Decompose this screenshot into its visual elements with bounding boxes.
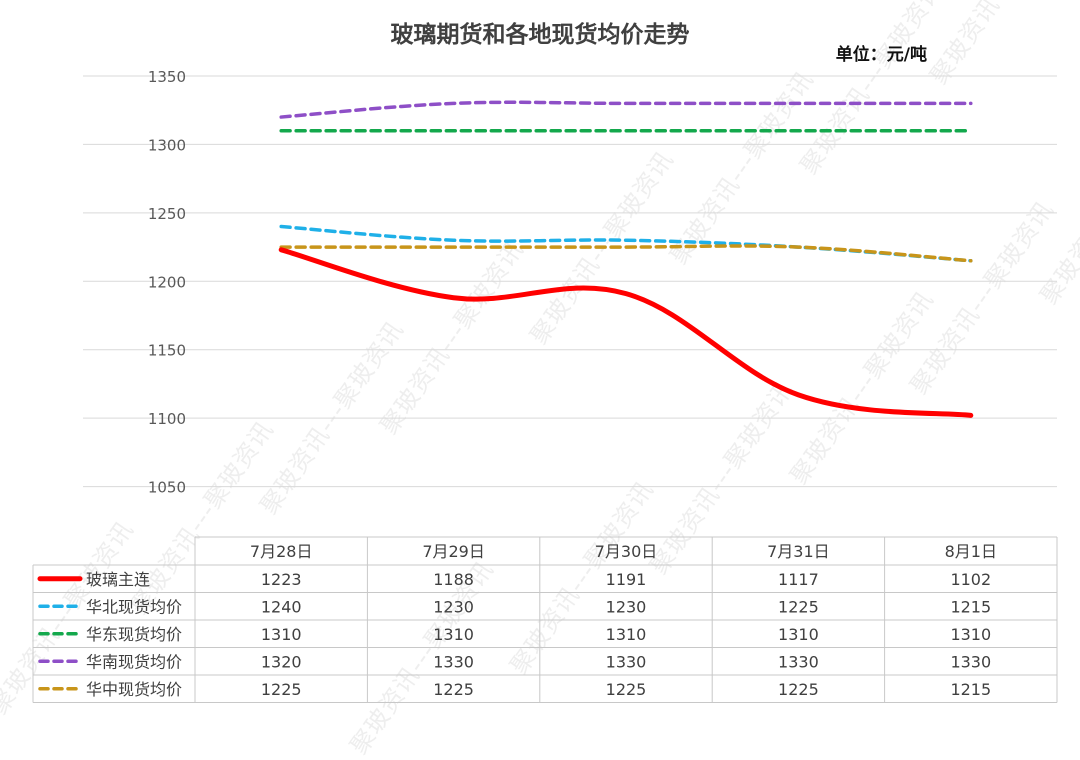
series-line-3	[279, 100, 973, 119]
data-label: 1320	[261, 652, 302, 671]
data-label: 1215	[950, 680, 991, 699]
data-label: 1102	[950, 570, 991, 589]
y-tick-label: 1300	[148, 136, 186, 154]
series-line-4	[279, 244, 973, 263]
y-tick-label: 1100	[148, 410, 186, 428]
x-tick-label: 7月28日	[250, 542, 313, 561]
data-label: 1225	[778, 597, 819, 616]
data-label: 1240	[261, 597, 302, 616]
data-label: 1310	[261, 625, 302, 644]
y-tick-label: 1200	[148, 273, 186, 291]
data-label: 1188	[433, 570, 474, 589]
legend-entry: 华北现货均价	[86, 597, 182, 616]
series-line-1	[279, 224, 973, 263]
x-tick-label: 7月29日	[422, 542, 485, 561]
legend-entry: 华中现货均价	[86, 680, 182, 699]
data-label: 1225	[433, 680, 474, 699]
data-label: 1330	[950, 652, 991, 671]
x-tick-label: 8月1日	[945, 542, 997, 561]
y-tick-label: 1050	[148, 479, 186, 497]
data-label: 1191	[606, 570, 647, 589]
data-label: 1310	[433, 625, 474, 644]
legend-entry: 华东现货均价	[86, 625, 182, 644]
data-label: 1330	[606, 652, 647, 671]
data-label: 1215	[950, 597, 991, 616]
data-label: 1225	[778, 680, 819, 699]
data-label: 1230	[433, 597, 474, 616]
data-label: 1310	[778, 625, 819, 644]
data-label: 1225	[606, 680, 647, 699]
data-label: 1230	[606, 597, 647, 616]
data-label: 1330	[778, 652, 819, 671]
x-tick-label: 7月30日	[595, 542, 658, 561]
legend-entry: 玻璃主连	[86, 570, 150, 589]
unit-label: 单位：元/吨	[836, 44, 927, 65]
y-tick-label: 1350	[148, 68, 186, 86]
x-tick-label: 7月31日	[767, 542, 830, 561]
series-line-0	[278, 247, 974, 418]
y-tick-label: 1150	[148, 342, 186, 360]
data-label: 1310	[606, 625, 647, 644]
data-label: 1223	[261, 570, 302, 589]
data-label: 1310	[950, 625, 991, 644]
y-tick-label: 1250	[148, 205, 186, 223]
legend-entry: 华南现货均价	[86, 652, 182, 671]
data-label: 1225	[261, 680, 302, 699]
chart-title: 玻璃期货和各地现货均价走势	[391, 21, 690, 48]
data-label: 1117	[778, 570, 819, 589]
data-label: 1330	[433, 652, 474, 671]
